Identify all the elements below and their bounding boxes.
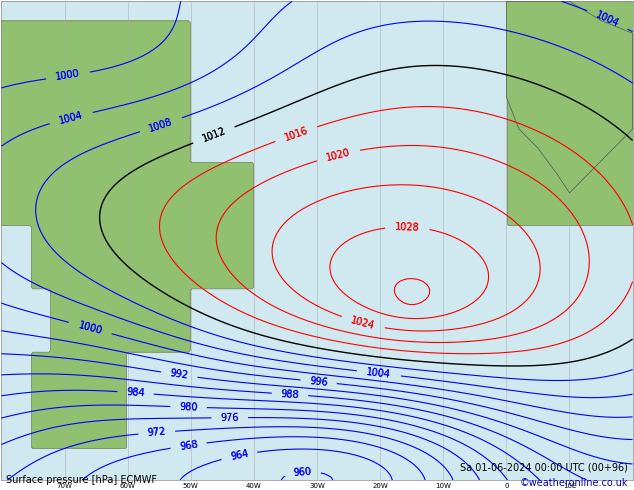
Text: 972: 972 bbox=[147, 427, 167, 438]
Text: 980: 980 bbox=[179, 402, 198, 413]
Text: 960: 960 bbox=[293, 466, 313, 478]
Text: 1024: 1024 bbox=[350, 315, 376, 331]
Text: 40W: 40W bbox=[246, 483, 262, 490]
Text: 1020: 1020 bbox=[325, 147, 351, 163]
Text: 984: 984 bbox=[126, 387, 145, 398]
Text: 1000: 1000 bbox=[77, 320, 103, 336]
Text: 964: 964 bbox=[230, 448, 249, 462]
Text: 976: 976 bbox=[221, 413, 239, 423]
Text: Sa 01-06-2024 00:00 UTC (00+96): Sa 01-06-2024 00:00 UTC (00+96) bbox=[460, 463, 628, 473]
Text: 1016: 1016 bbox=[283, 125, 309, 143]
Text: 1028: 1028 bbox=[395, 221, 420, 232]
Text: 1004: 1004 bbox=[595, 10, 621, 29]
Text: 984: 984 bbox=[126, 387, 145, 398]
Text: 992: 992 bbox=[169, 368, 189, 381]
Text: Surface pressure [hPa] ECMWF: Surface pressure [hPa] ECMWF bbox=[6, 475, 157, 485]
Text: 992: 992 bbox=[169, 368, 189, 381]
Text: 1004: 1004 bbox=[595, 10, 621, 29]
Text: ©weatheronline.co.uk: ©weatheronline.co.uk bbox=[519, 478, 628, 488]
Text: 1000: 1000 bbox=[55, 69, 81, 82]
Text: 1004: 1004 bbox=[58, 110, 84, 125]
Text: 1012: 1012 bbox=[200, 126, 227, 144]
Text: 0: 0 bbox=[504, 483, 508, 490]
Text: 968: 968 bbox=[179, 439, 198, 452]
Text: 1008: 1008 bbox=[148, 116, 174, 133]
Text: 960: 960 bbox=[293, 466, 313, 478]
Text: 1008: 1008 bbox=[148, 116, 174, 133]
Text: 1020: 1020 bbox=[325, 147, 351, 163]
Text: 1000: 1000 bbox=[77, 320, 103, 336]
Text: 1004: 1004 bbox=[366, 367, 392, 380]
Text: 1000: 1000 bbox=[55, 69, 81, 82]
Text: 976: 976 bbox=[221, 413, 239, 423]
Text: 972: 972 bbox=[147, 427, 167, 438]
Text: 1004: 1004 bbox=[58, 110, 84, 125]
Text: 996: 996 bbox=[309, 376, 328, 388]
Text: 10E: 10E bbox=[563, 483, 576, 490]
Text: 1004: 1004 bbox=[366, 367, 392, 380]
Text: 996: 996 bbox=[309, 376, 328, 388]
Text: 1024: 1024 bbox=[350, 315, 376, 331]
Text: 1012: 1012 bbox=[200, 126, 227, 144]
Text: 30W: 30W bbox=[309, 483, 325, 490]
Text: 1028: 1028 bbox=[395, 221, 420, 232]
Polygon shape bbox=[507, 1, 633, 193]
Text: 988: 988 bbox=[280, 389, 299, 400]
Text: 1016: 1016 bbox=[283, 125, 309, 143]
Text: 10W: 10W bbox=[436, 483, 451, 490]
Text: 964: 964 bbox=[230, 448, 249, 462]
Text: 50W: 50W bbox=[183, 483, 198, 490]
Text: 70W: 70W bbox=[56, 483, 72, 490]
Text: 980: 980 bbox=[179, 402, 198, 413]
Text: 968: 968 bbox=[179, 439, 198, 452]
Text: 988: 988 bbox=[280, 389, 299, 400]
Text: 20W: 20W bbox=[372, 483, 388, 490]
Text: 60W: 60W bbox=[120, 483, 136, 490]
